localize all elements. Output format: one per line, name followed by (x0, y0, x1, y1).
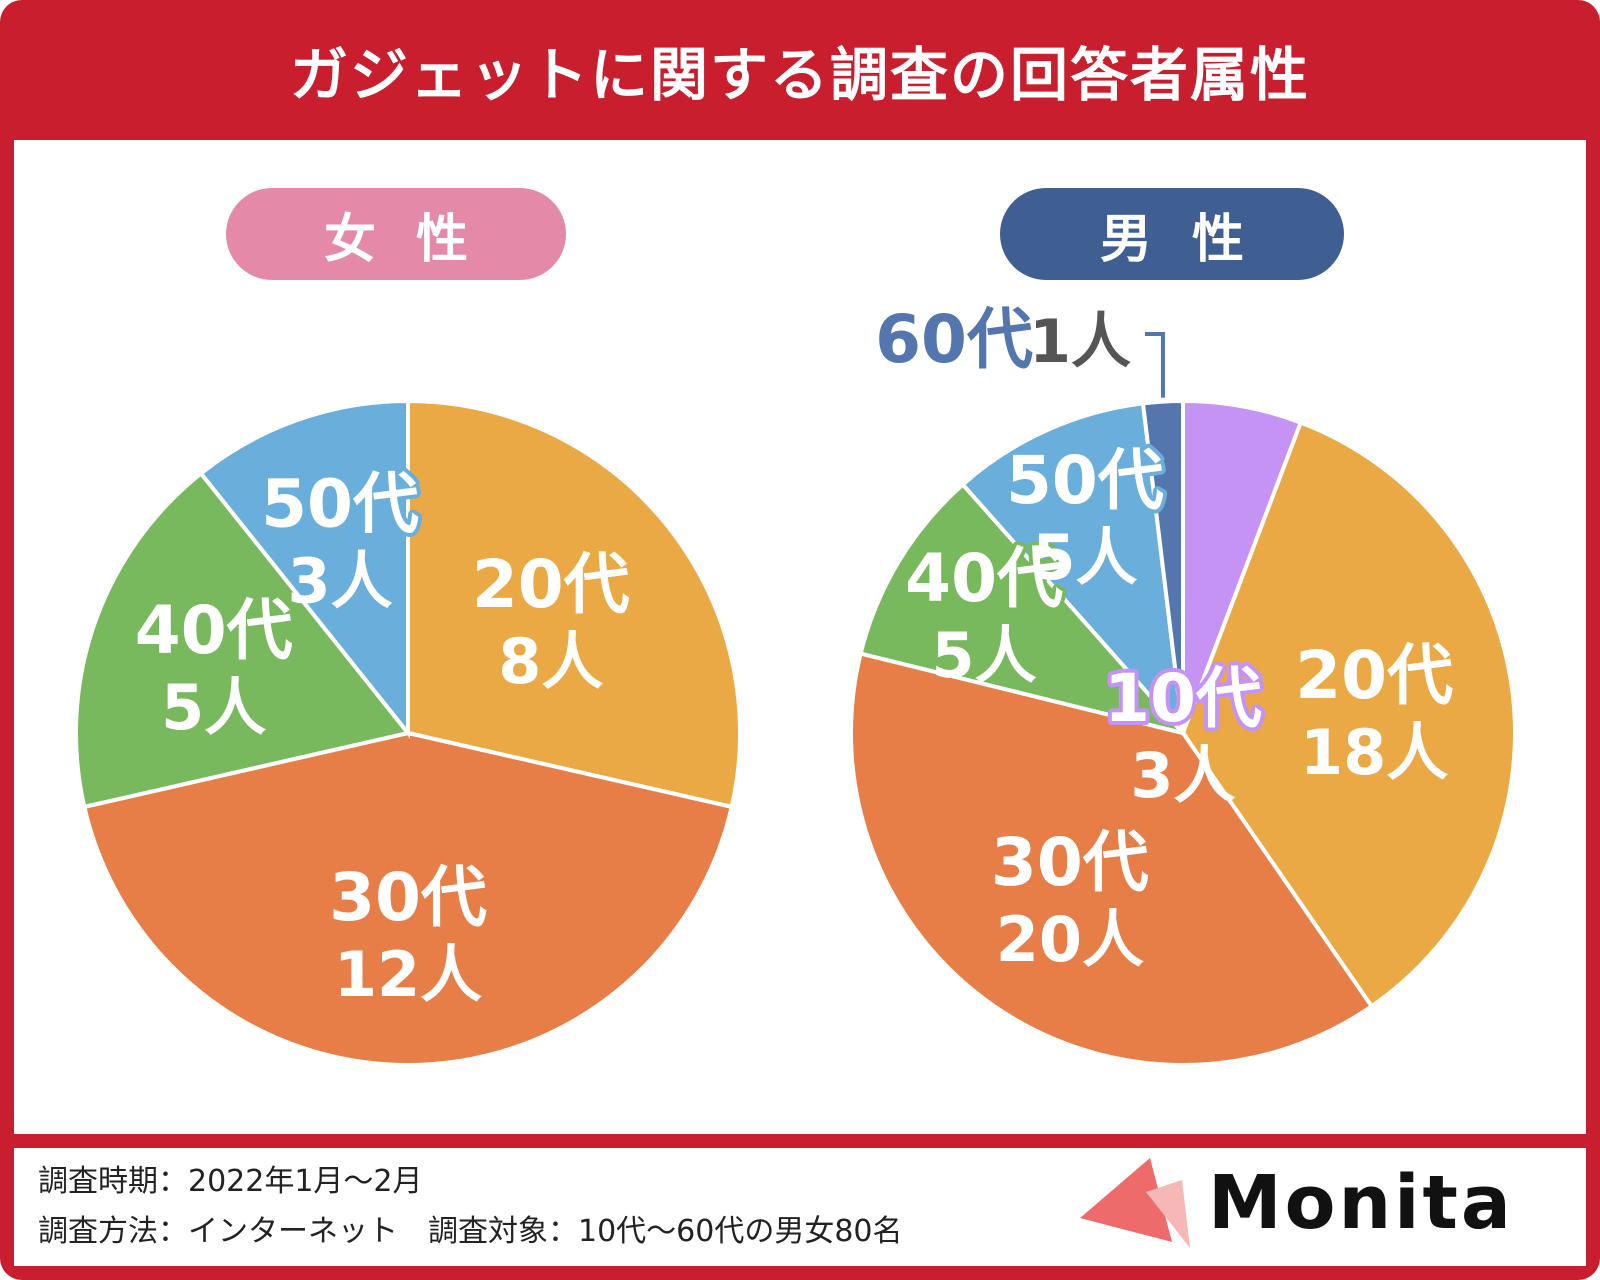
male-title-pill: 男性 (1000, 188, 1344, 280)
footer: 調査時期：2022年1月〜2月 調査方法：インターネット 調査対象：10代〜60… (14, 1148, 1586, 1266)
male-slice-1 (1180, 419, 1517, 1010)
female-title: 女性 (323, 209, 508, 270)
pie-labels: 20代8人30代12人40代5人50代3人10代3人20代18人30代20人40… (131, 301, 1457, 1011)
male-slice-2 (849, 651, 1375, 1067)
female-label-age-2: 40代 (135, 592, 293, 669)
monita-logo-mark (1080, 1158, 1190, 1248)
female-label-count-0: 8人 (498, 625, 603, 698)
survey-method: 調査方法：インターネット 調査対象：10代〜60代の男女80名 (38, 1214, 903, 1249)
male-label-age-5: 60代 (875, 301, 1033, 378)
male-label-age-3: 40代 (905, 540, 1063, 617)
female-slice-3 (198, 398, 410, 739)
male-pie (849, 398, 1517, 1067)
logo-triangle-icon (1080, 1158, 1172, 1242)
male-label-age-0: 10代 (1104, 660, 1262, 737)
male-label-count-2: 20人 (996, 903, 1144, 976)
male-label-count-3: 5人 (932, 619, 1037, 692)
male-slice-3 (858, 481, 1189, 737)
logo-triangle-light-icon (1146, 1180, 1190, 1248)
male-label-age-4: 50代 (1006, 442, 1164, 519)
survey-period: 調査時期：2022年1月〜2月 (38, 1164, 423, 1199)
female-label-age-0: 20代 (472, 546, 630, 623)
male-label-count-4: 5人 (1032, 521, 1137, 594)
male-label-age-1: 20代 (1295, 637, 1453, 714)
female-title-pill: 女性 (226, 188, 566, 280)
female-pie (74, 398, 742, 1067)
female-slice-1 (81, 730, 735, 1067)
male-slice-4 (960, 401, 1186, 740)
title-bar: ガジェットに関する調査の回答者属性 (0, 0, 1600, 140)
male-callout-line-5 (1144, 332, 1165, 398)
female-label-count-1: 12人 (334, 938, 482, 1011)
page-title: ガジェットに関する調査の回答者属性 (289, 41, 1310, 109)
male-slice-5 (1140, 398, 1185, 734)
female-slice-2 (74, 470, 412, 810)
male-title: 男性 (1099, 209, 1284, 270)
logo-text: Monita (1208, 1160, 1514, 1246)
male-label-count-5: 1人 (1029, 307, 1131, 377)
female-label-age-3: 50代 (261, 466, 419, 543)
female-label-count-2: 5人 (161, 671, 266, 744)
female-label-age-1: 30代 (329, 859, 487, 936)
female-label-count-3: 3人 (287, 545, 392, 618)
male-label-age-2: 30代 (991, 824, 1149, 901)
male-label-count-1: 18人 (1300, 716, 1448, 789)
female-slice-0 (406, 398, 742, 810)
male-label-count-0: 3人 (1130, 739, 1235, 812)
